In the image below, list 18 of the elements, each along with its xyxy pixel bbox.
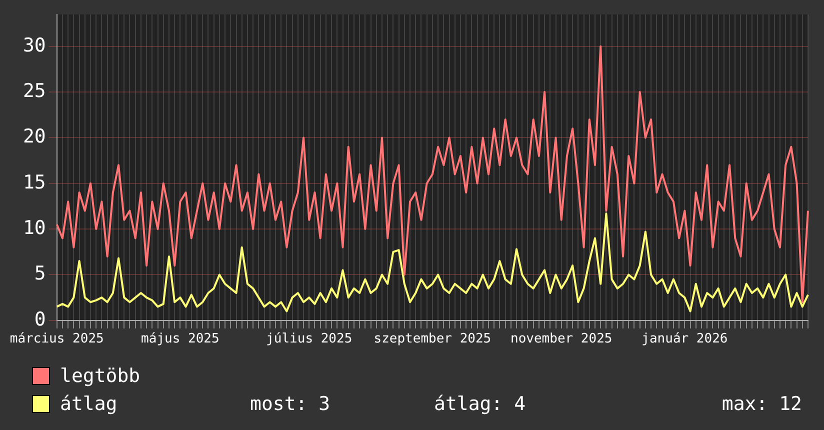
text: átlag: 4	[434, 393, 527, 415]
x-tick-label: november 2025	[510, 332, 612, 347]
x-tick-label: március 2025	[10, 332, 104, 347]
x-tick-label: szeptember 2025	[374, 332, 492, 347]
y-tick-label: 0	[34, 308, 46, 330]
x-tick-label: július 2025	[266, 332, 352, 347]
y-tick-label: 30	[22, 34, 46, 56]
legend-label: átlag	[60, 393, 118, 415]
y-tick-label: 15	[22, 171, 46, 194]
y-tick-label: 20	[22, 126, 46, 148]
y-tick-label: 5	[34, 262, 46, 285]
y-tick-label: 10	[22, 216, 46, 239]
text: max: 12	[720, 393, 802, 415]
text: most: 3	[250, 393, 332, 415]
y-tick-label: 25	[22, 80, 46, 102]
x-tick-label: május 2025	[141, 332, 220, 347]
legend-label: legtöbb	[60, 365, 142, 387]
x-tick-label: január 2026	[642, 332, 728, 347]
